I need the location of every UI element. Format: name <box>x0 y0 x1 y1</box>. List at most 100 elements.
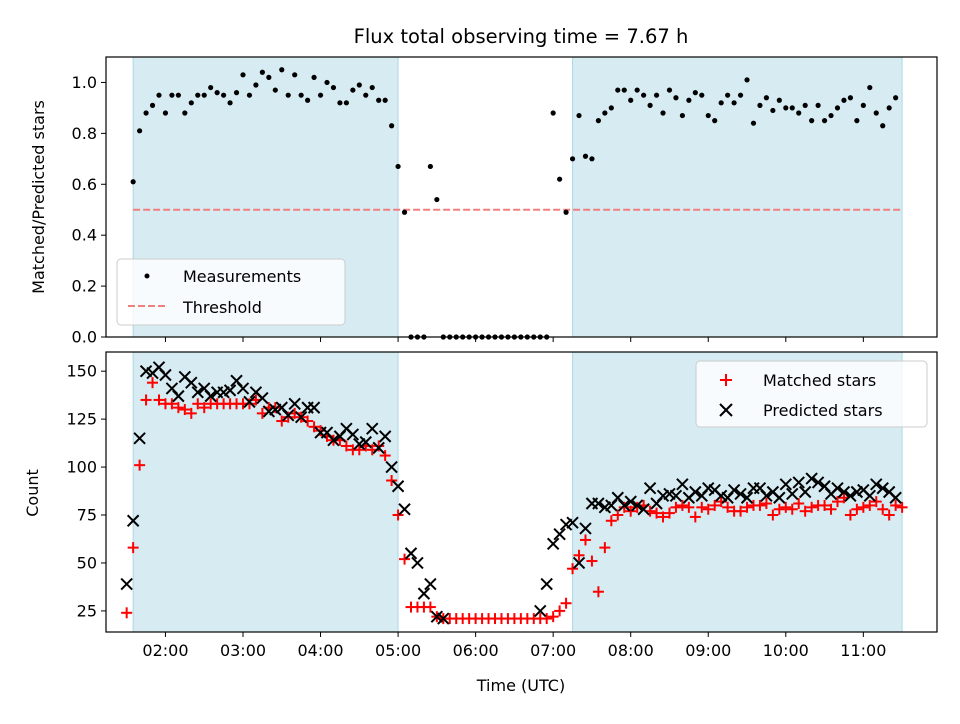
measurement-point <box>311 74 317 80</box>
matched-star-point <box>541 613 553 625</box>
measurement-point <box>324 79 330 86</box>
measurement-point <box>395 163 401 170</box>
predicted-star-point <box>727 483 741 497</box>
measurement-point <box>240 72 246 78</box>
measurement-point <box>143 110 149 116</box>
matched-star-point <box>670 501 682 513</box>
measurement-point <box>130 179 136 185</box>
predicted-star-point <box>786 487 799 501</box>
measurement-point <box>608 105 614 111</box>
x-tick-label: 10:00 <box>763 641 809 660</box>
matched-star-point <box>153 394 165 406</box>
matched-star-point <box>831 496 843 508</box>
matched-star-point <box>696 501 708 513</box>
measurement-point <box>266 74 272 80</box>
predicted-star-point <box>863 489 877 503</box>
matched-star-point <box>243 398 255 410</box>
predicted-star-point <box>630 499 644 512</box>
predicted-star-point <box>411 556 424 570</box>
matched-star-point <box>127 542 139 554</box>
matched-star-point <box>379 450 391 462</box>
measurement-point <box>737 92 744 98</box>
matched-star-point <box>651 507 663 519</box>
matched-star-point <box>786 503 798 515</box>
measurement-point <box>770 107 776 114</box>
matched-star-point <box>276 415 288 427</box>
top-y-axis-label: Matched/Predicted stars <box>29 100 48 294</box>
predicted-star-point <box>346 428 360 441</box>
measurement-point <box>841 97 847 103</box>
measurement-point <box>886 105 892 111</box>
matched-star-point <box>373 440 385 452</box>
predicted-star-point <box>637 503 650 516</box>
top-y-tick-label: 0.0 <box>72 328 97 347</box>
bottom-legend-predicted-label: Predicted stars <box>763 401 883 420</box>
measurement-point <box>686 97 692 103</box>
bottom-legend-matched-marker <box>720 374 732 386</box>
matched-star-point <box>741 501 753 513</box>
predicted-star-point <box>236 382 250 395</box>
matched-star-point <box>353 444 365 456</box>
x-tick-label: 06:00 <box>453 641 499 660</box>
bottom-y-tick-label: 25 <box>77 601 97 620</box>
matched-star-point <box>592 586 604 598</box>
measurement-point <box>576 112 582 119</box>
matched-star-point <box>599 542 611 554</box>
measurement-point <box>731 100 737 106</box>
predicted-star-point <box>579 522 592 535</box>
predicted-star-point <box>831 481 844 495</box>
measurement-point <box>783 105 789 111</box>
predicted-star-point <box>288 397 301 410</box>
measurement-point <box>673 95 679 101</box>
x-tick-label: 08:00 <box>608 641 654 660</box>
predicted-star-point <box>740 491 754 504</box>
top-y-tick-label: 0.2 <box>72 277 97 296</box>
predicted-star-point <box>417 587 431 600</box>
matched-star-point <box>192 398 204 410</box>
matched-star-point <box>773 503 785 515</box>
top-y-tick-label: 0.4 <box>72 226 97 245</box>
bottom-y-axis-label: Count <box>23 469 42 517</box>
measurement-point <box>272 87 278 93</box>
predicted-star-point <box>243 395 256 409</box>
measurement-point <box>208 84 214 91</box>
matched-star-point <box>870 496 882 508</box>
matched-star-point <box>754 499 766 511</box>
bottom-y-tick-label: 50 <box>77 553 97 572</box>
top-legend-measurements-label: Measurements <box>183 267 301 286</box>
bottom-axes-frame <box>105 351 938 633</box>
matched-star-point <box>340 440 352 452</box>
measurement-point <box>427 163 433 170</box>
predicted-star-point <box>398 503 411 516</box>
predicted-star-point <box>889 491 902 504</box>
predicted-star-point <box>133 432 146 445</box>
matched-star-point <box>282 411 294 423</box>
predicted-star-point <box>572 556 586 570</box>
predicted-star-point <box>366 422 379 435</box>
measurement-point <box>343 100 349 106</box>
matched-star-point <box>851 503 863 515</box>
measurement-point <box>350 87 356 93</box>
x-tick-label: 07:00 <box>530 641 576 660</box>
matched-star-point <box>683 501 695 513</box>
matched-star-point <box>386 474 398 486</box>
top-legend-box <box>116 258 346 326</box>
top-y-tick-label: 0.8 <box>72 124 97 143</box>
measurement-point <box>156 92 162 98</box>
top-y-tick-label: 0.6 <box>72 175 97 194</box>
matched-star-point <box>767 509 779 521</box>
bottom-y-tick-label: 75 <box>77 506 97 525</box>
matched-star-point <box>676 499 688 511</box>
predicted-star-point <box>385 460 398 474</box>
bottom-legend-predicted-marker <box>719 403 733 417</box>
measurement-point <box>595 118 601 124</box>
measurement-point <box>292 72 298 78</box>
matched-star-point <box>663 507 675 519</box>
matched-star-point <box>825 503 837 515</box>
measurement-point <box>137 128 143 134</box>
measurement-point <box>434 196 440 203</box>
x-tick-label: 02:00 <box>142 641 188 660</box>
measurement-point <box>582 153 589 159</box>
top-legend-threshold-label: Threshold <box>182 298 262 317</box>
measurement-point <box>880 123 886 129</box>
